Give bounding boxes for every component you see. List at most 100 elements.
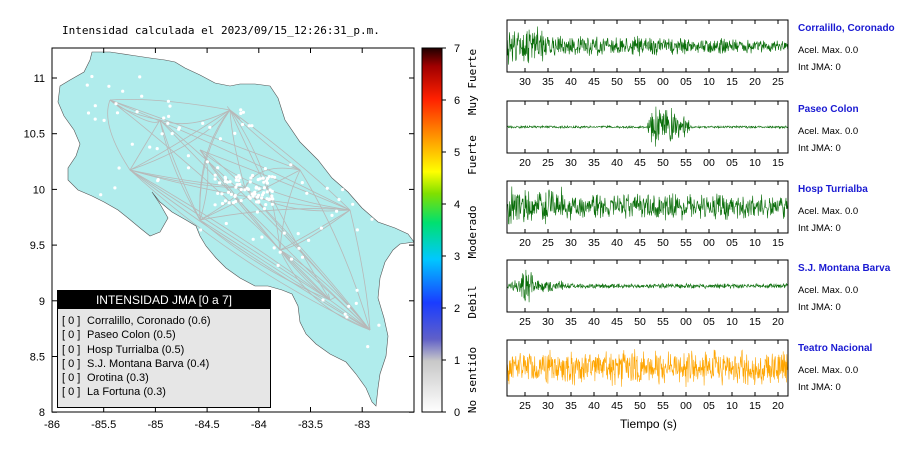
trace-time-tick: 50: [634, 316, 646, 328]
map-y-tick: 8: [39, 407, 45, 419]
map-x-tick: -83.5: [298, 419, 323, 431]
colorbar-tick: 4: [454, 199, 460, 211]
legend-item-label: Corralillo, Coronado (0.6): [84, 315, 211, 327]
legend-item-intensity: [ 0 ]: [62, 315, 81, 327]
map-y-tick: 10: [33, 184, 45, 196]
trace-time-tick: 50: [634, 400, 646, 412]
trace-time-tick: 05: [680, 76, 692, 88]
legend-item-intensity: [ 0 ]: [62, 357, 81, 370]
trace-time-tick: 40: [611, 237, 623, 249]
trace-time-tick: 40: [588, 316, 600, 328]
trace-panel: 20 25 30 35 40 45 50 55 00 05 10 15: [506, 180, 789, 249]
colorbar-tick: 6: [454, 95, 460, 107]
trace-waveform: [506, 349, 789, 388]
map-x-tick: -84.5: [195, 419, 220, 431]
map-title: Intensidad calculada el 2023/09/15_12:26…: [62, 24, 380, 37]
trace-time-tick: 50: [657, 237, 669, 249]
trace-time-tick: 15: [772, 237, 784, 249]
trace-time-tick: 05: [703, 316, 715, 328]
legend-item-label: S.J. Montana Barva (0.4): [84, 357, 210, 370]
map-y-tick: 9: [39, 296, 45, 308]
trace-panel: 25 30 35 40 45 50 55 00 05 10 15 20: [506, 339, 789, 412]
trace-time-tick: 05: [703, 400, 715, 412]
trace-time-tick: 15: [749, 400, 761, 412]
legend-item-intensity: [ 0 ]: [62, 343, 81, 356]
legend-item: [ 0 ] Corralillo, Coronado (0.6): [58, 314, 270, 328]
trace-time-tick: 35: [565, 400, 577, 412]
legend-item: [ 0 ] S.J. Montana Barva (0.4): [58, 357, 270, 371]
colorbar-level-label: Fuerte: [466, 135, 479, 175]
trace-time-tick: 35: [542, 76, 554, 88]
trace-time-tick: 05: [726, 237, 738, 249]
trace-time-tick: 35: [588, 237, 600, 249]
trace-station-name: S.J. Montana Barva: [798, 263, 891, 274]
trace-time-tick: 10: [726, 316, 738, 328]
trace-jma-intensity: Int JMA: 0: [798, 223, 841, 234]
trace-time-tick: 55: [680, 237, 692, 249]
trace-time-tick: 30: [565, 157, 577, 169]
trace-time-tick: 55: [657, 316, 669, 328]
costa-rica-land: [57, 51, 415, 407]
legend-item-intensity: [ 0 ]: [62, 386, 81, 399]
trace-max-accel: Acel. Max. 0.0: [798, 45, 859, 56]
trace-time-tick: 10: [726, 400, 738, 412]
legend-item: [ 0 ] Orotina (0.3): [58, 371, 270, 385]
trace-jma-intensity: Int JMA: 0: [798, 382, 841, 393]
colorbar-level-label: Moderado: [466, 206, 479, 259]
map-x-tick: -85: [147, 419, 163, 431]
trace-time-tick: 00: [703, 157, 715, 169]
trace-jma-intensity: Int JMA: 0: [798, 302, 841, 313]
map-x-tick: -83: [354, 419, 370, 431]
trace-panel: 20 25 30 35 40 45 50 55 00 05 10 15: [506, 100, 789, 169]
intensity-legend: INTENSIDAD JMA [0 a 7] [ 0 ] Corralillo,…: [57, 290, 271, 408]
trace-time-tick: 20: [519, 157, 531, 169]
map-x-tick: -86: [44, 419, 60, 431]
legend-item-label: Paseo Colon (0.5): [84, 329, 176, 342]
legend-item-intensity: [ 0 ]: [62, 329, 81, 342]
trace-time-tick: 30: [519, 76, 531, 88]
colorbar-tick: 5: [454, 147, 460, 159]
legend-item: [ 0 ] La Fortuna (0.3): [58, 385, 270, 399]
trace-time-tick: 50: [657, 157, 669, 169]
trace-time-tick: 05: [726, 157, 738, 169]
trace-station-name: Hosp Turrialba: [798, 184, 868, 195]
trace-time-tick: 45: [611, 316, 623, 328]
trace-max-accel: Acel. Max. 0.0: [798, 285, 859, 296]
map-y-tick: 8.5: [30, 352, 45, 364]
legend-header: INTENSIDAD JMA [0 a 7]: [58, 291, 270, 309]
trace-time-tick: 20: [519, 237, 531, 249]
trace-time-tick: 40: [565, 76, 577, 88]
legend-item-label: La Fortuna (0.3): [84, 386, 166, 399]
trace-station-name: Paseo Colon: [798, 104, 859, 115]
trace-time-tick: 25: [519, 316, 531, 328]
trace-time-tick: 15: [726, 76, 738, 88]
trace-time-tick: 55: [680, 157, 692, 169]
legend-item: [ 0 ] Hosp Turrialba (0.5): [58, 343, 270, 357]
trace-panel: 30 35 40 45 50 55 00 05 10 15 20 25: [506, 19, 789, 88]
trace-waveform: [506, 269, 789, 303]
trace-jma-intensity: Int JMA: 0: [798, 143, 841, 154]
colorbar-tick: 1: [454, 355, 460, 367]
trace-time-tick: 45: [634, 157, 646, 169]
trace-time-tick: 45: [611, 400, 623, 412]
trace-time-tick: 35: [565, 316, 577, 328]
trace-time-tick: 25: [772, 76, 784, 88]
colorbar-level-label: Debil: [466, 285, 479, 318]
trace-time-tick: 15: [749, 316, 761, 328]
map-y-tick: 10.5: [24, 129, 45, 141]
trace-time-tick: 15: [772, 157, 784, 169]
trace-time-tick: 20: [772, 400, 784, 412]
trace-panel: 25 30 35 40 45 50 55 00 05 10 15 20: [506, 259, 789, 328]
trace-time-tick: 00: [680, 400, 692, 412]
legend-rows: [ 0 ] Corralillo, Coronado (0.6)[ 0 ] Pa…: [58, 309, 270, 400]
x-axis-label: Tiempo (s): [620, 417, 677, 431]
trace-time-tick: 10: [749, 157, 761, 169]
trace-jma-intensity: Int JMA: 0: [798, 62, 841, 73]
trace-waveform: [506, 106, 789, 147]
map-x-tick: -84: [251, 419, 267, 431]
legend-item-label: Hosp Turrialba (0.5): [84, 343, 185, 356]
trace-time-tick: 10: [703, 76, 715, 88]
trace-time-tick: 35: [588, 157, 600, 169]
map-axes: -86 -85.5 -85 -84.5 -84 -83.5 -83 11 10.5 10 9.5 9 8…: [24, 48, 414, 431]
